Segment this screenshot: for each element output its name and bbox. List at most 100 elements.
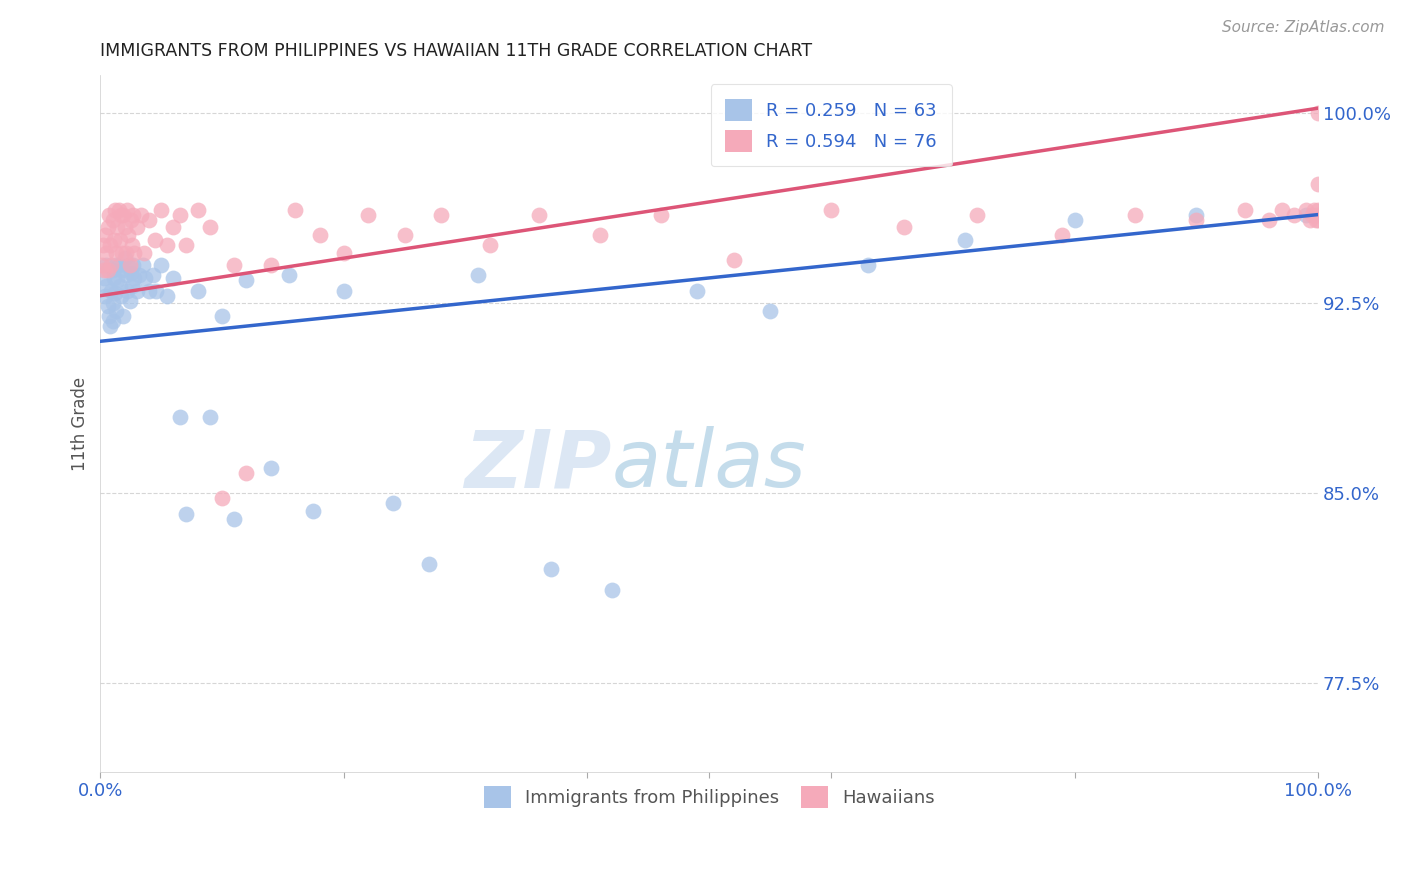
Point	[357, 208, 380, 222]
Point	[284, 202, 307, 217]
Point	[105, 304, 128, 318]
Point	[124, 271, 146, 285]
Point	[418, 558, 440, 572]
Point	[1185, 212, 1208, 227]
Point	[893, 220, 915, 235]
Point	[1308, 106, 1330, 120]
Point	[100, 258, 122, 272]
Point	[1282, 208, 1305, 222]
Point	[107, 258, 129, 272]
Point	[156, 238, 179, 252]
Point	[93, 271, 115, 285]
Point	[104, 202, 127, 217]
Point	[115, 202, 138, 217]
Point	[333, 245, 356, 260]
Point	[128, 268, 150, 283]
Point	[98, 319, 121, 334]
Text: IMMIGRANTS FROM PHILIPPINES VS HAWAIIAN 11TH GRADE CORRELATION CHART: IMMIGRANTS FROM PHILIPPINES VS HAWAIIAN …	[100, 42, 813, 60]
Point	[98, 238, 121, 252]
Point	[187, 202, 209, 217]
Point	[104, 286, 127, 301]
Point	[169, 410, 191, 425]
Point	[124, 245, 146, 260]
Point	[97, 263, 120, 277]
Point	[820, 202, 842, 217]
Point	[1258, 212, 1281, 227]
Point	[112, 208, 135, 222]
Point	[122, 208, 145, 222]
Point	[101, 314, 124, 328]
Text: atlas: atlas	[612, 426, 807, 505]
Point	[150, 258, 173, 272]
Point	[138, 212, 160, 227]
Point	[856, 258, 879, 272]
Point	[105, 220, 128, 235]
Point	[162, 271, 184, 285]
Point	[278, 268, 301, 283]
Point	[381, 496, 404, 510]
Point	[132, 258, 155, 272]
Point	[1295, 208, 1317, 222]
Point	[110, 208, 132, 222]
Point	[759, 304, 782, 318]
Point	[115, 268, 138, 283]
Point	[527, 208, 550, 222]
Point	[1052, 227, 1074, 242]
Point	[1308, 202, 1330, 217]
Y-axis label: 11th Grade: 11th Grade	[72, 376, 89, 471]
Point	[143, 233, 166, 247]
Point	[479, 238, 502, 252]
Point	[105, 258, 128, 272]
Point	[394, 227, 416, 242]
Point	[198, 410, 221, 425]
Text: ZIP: ZIP	[464, 426, 612, 505]
Point	[101, 212, 124, 227]
Point	[114, 220, 136, 235]
Point	[108, 233, 131, 247]
Text: Source: ZipAtlas.com: Source: ZipAtlas.com	[1222, 20, 1385, 35]
Point	[302, 504, 325, 518]
Point	[1306, 208, 1329, 222]
Point	[1234, 202, 1257, 217]
Point	[134, 245, 156, 260]
Point	[162, 220, 184, 235]
Point	[1308, 212, 1330, 227]
Point	[145, 284, 167, 298]
Point	[117, 227, 139, 242]
Point	[93, 263, 115, 277]
Point	[101, 296, 124, 310]
Point	[211, 309, 233, 323]
Point	[115, 284, 138, 298]
Point	[1301, 208, 1323, 222]
Point	[333, 284, 356, 298]
Point	[150, 202, 173, 217]
Point	[686, 284, 709, 298]
Point	[540, 562, 562, 576]
Legend: Immigrants from Philippines, Hawaiians: Immigrants from Philippines, Hawaiians	[477, 779, 942, 815]
Point	[97, 220, 120, 235]
Point	[97, 208, 120, 222]
Point	[115, 245, 138, 260]
Point	[1271, 202, 1294, 217]
Point	[1295, 202, 1317, 217]
Point	[101, 263, 124, 277]
Point	[97, 309, 120, 323]
Point	[97, 299, 120, 313]
Point	[103, 233, 125, 247]
Point	[1063, 212, 1085, 227]
Point	[142, 268, 165, 283]
Point	[600, 582, 623, 597]
Point	[90, 258, 112, 272]
Point	[111, 263, 134, 277]
Point	[129, 208, 152, 222]
Point	[120, 266, 142, 280]
Point	[1125, 208, 1147, 222]
Point	[103, 271, 125, 285]
Point	[120, 212, 142, 227]
Point	[118, 258, 141, 272]
Point	[260, 461, 283, 475]
Point	[96, 245, 118, 260]
Point	[588, 227, 610, 242]
Point	[121, 238, 143, 252]
Point	[110, 288, 132, 302]
